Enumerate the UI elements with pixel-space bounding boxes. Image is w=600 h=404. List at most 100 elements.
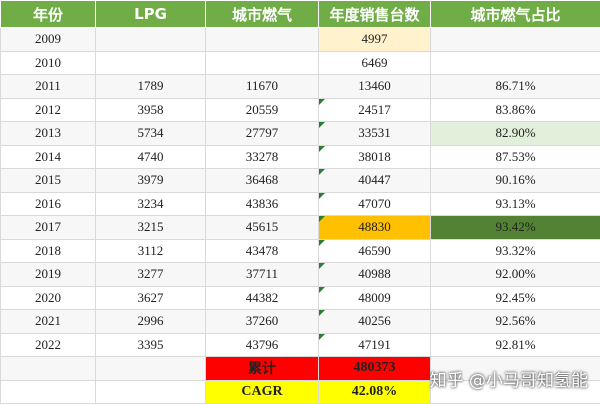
cell-text: 43836 — [246, 196, 279, 211]
cell-text: 47070 — [358, 196, 391, 211]
table-cell — [96, 51, 206, 75]
cell-text: 2011 — [35, 78, 61, 93]
cell-text: 40988 — [358, 266, 391, 281]
table-cell: 3234 — [96, 192, 206, 216]
cell-text: 2010 — [35, 55, 61, 70]
cell-text: 2021 — [35, 313, 61, 328]
cell-text: 2017 — [35, 219, 61, 234]
table-cell: 3395 — [96, 333, 206, 357]
cell-text: 48009 — [358, 290, 391, 305]
table-cell: 24517 — [319, 98, 431, 122]
table-cell: 11670 — [206, 75, 319, 99]
error-indicator — [319, 146, 325, 152]
error-indicator — [319, 169, 325, 175]
table-cell: 20559 — [206, 98, 319, 122]
cell-text: 3979 — [138, 172, 164, 187]
cell-text: 24517 — [358, 102, 391, 117]
table-cell: 2016 — [1, 192, 96, 216]
cell-text: 33278 — [246, 149, 279, 164]
cell-text: 2016 — [35, 196, 61, 211]
cell-text: 3234 — [138, 196, 164, 211]
error-indicator — [319, 122, 325, 128]
cell-text: 11670 — [246, 78, 278, 93]
error-indicator — [319, 99, 325, 105]
table-cell: CAGR — [206, 380, 319, 404]
cell-text: 92.00% — [495, 266, 535, 281]
cell-text: 13460 — [358, 78, 391, 93]
table-cell: 4997 — [319, 28, 431, 52]
cell-text: 4740 — [138, 149, 164, 164]
cell-text: 4997 — [362, 31, 388, 46]
cell-text: 37260 — [246, 313, 279, 328]
cell-text: 92.45% — [495, 290, 535, 305]
header-cell: 年份 — [1, 1, 96, 28]
cell-text: 5734 — [138, 125, 164, 140]
cell-text: 83.86% — [495, 102, 535, 117]
cell-text: 48830 — [358, 219, 391, 234]
cell-text: 42.08% — [352, 384, 398, 399]
table-cell: 2013 — [1, 122, 96, 146]
cell-text: 36468 — [246, 172, 279, 187]
table-cell: 1789 — [96, 75, 206, 99]
table-cell: 92.56% — [431, 310, 600, 334]
table-cell: 2022 — [1, 333, 96, 357]
table-cell: 92.00% — [431, 263, 600, 287]
table-cell: 90.16% — [431, 169, 600, 193]
cell-text: 2015 — [35, 172, 61, 187]
cell-text: 2014 — [35, 149, 61, 164]
cell-text: 2022 — [35, 337, 61, 352]
table-cell: 33278 — [206, 145, 319, 169]
table-cell: 44382 — [206, 286, 319, 310]
table-cell: 2017 — [1, 216, 96, 240]
table-cell: 43796 — [206, 333, 319, 357]
header-cell: 年度销售台数 — [319, 1, 431, 28]
table-cell: 86.71% — [431, 75, 600, 99]
watermark: 知乎 @小马哥知氢能 — [430, 366, 588, 391]
cell-text: 43478 — [246, 243, 279, 258]
table-cell — [206, 28, 319, 52]
table-row: 2016 3234 43836 47070 93.13% — [1, 192, 600, 216]
cell-text: 46590 — [358, 243, 391, 258]
table-cell — [206, 51, 319, 75]
cell-text: 37711 — [246, 266, 278, 281]
cell-text: 3958 — [138, 102, 164, 117]
table-cell — [96, 28, 206, 52]
table-cell: 2996 — [96, 310, 206, 334]
cell-text: 93.13% — [495, 196, 535, 211]
cell-text: 45615 — [246, 219, 279, 234]
table-cell: 92.81% — [431, 333, 600, 357]
table-row: 2019 3277 37711 40988 92.00% — [1, 263, 600, 287]
cell-text: 2020 — [35, 290, 61, 305]
table-row: 2011 1789 11670 13460 86.71% — [1, 75, 600, 99]
table-cell: 83.86% — [431, 98, 600, 122]
cell-text: 2019 — [35, 266, 61, 281]
table-cell: 36468 — [206, 169, 319, 193]
table-cell: 40447 — [319, 169, 431, 193]
table-cell: 2015 — [1, 169, 96, 193]
cell-text: CAGR — [241, 384, 282, 399]
header-cell: LPG — [96, 1, 206, 28]
header-cell: 城市燃气 — [206, 1, 319, 28]
table-cell: 2009 — [1, 28, 96, 52]
table-cell — [431, 28, 600, 52]
table-cell: 4740 — [96, 145, 206, 169]
table-cell: 13460 — [319, 75, 431, 99]
cell-text: 27797 — [246, 125, 279, 140]
cell-text: 3277 — [138, 266, 164, 281]
table-cell: 37711 — [206, 263, 319, 287]
cell-text: 2996 — [138, 313, 164, 328]
table-cell: 3627 — [96, 286, 206, 310]
table-cell: 42.08% — [319, 380, 431, 404]
cell-text: 87.53% — [495, 149, 535, 164]
cell-text: 43796 — [246, 337, 279, 352]
